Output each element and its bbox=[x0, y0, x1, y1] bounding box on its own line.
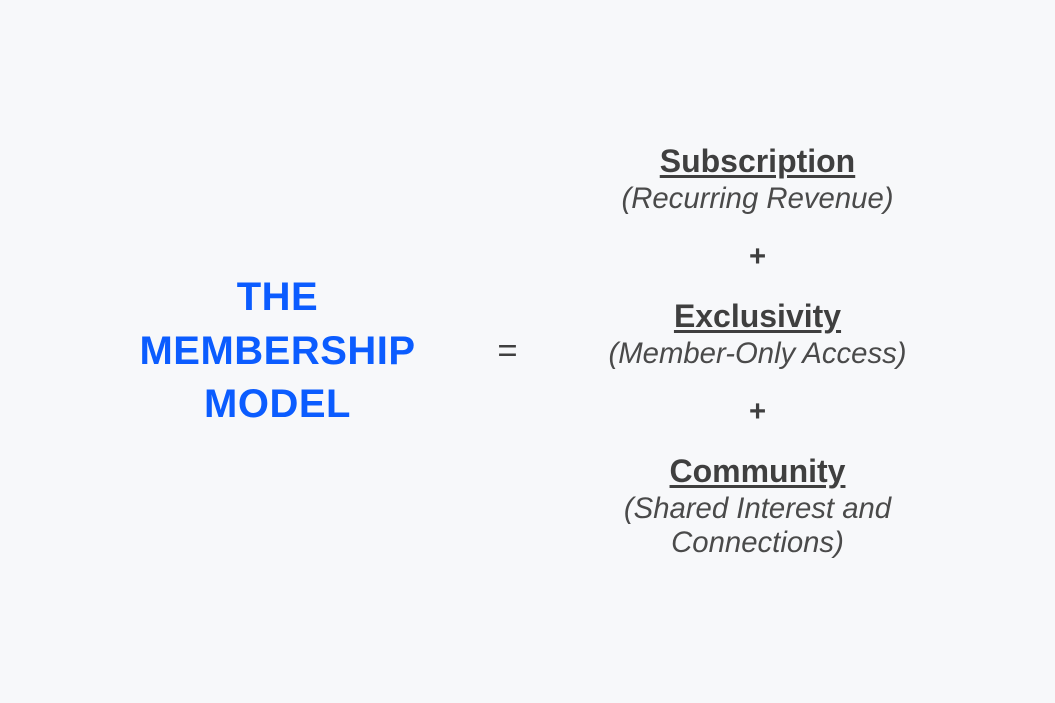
term-subscription: Subscription (Recurring Revenue) bbox=[621, 143, 893, 216]
term-subtitle: (Recurring Revenue) bbox=[621, 182, 893, 216]
equals-sign: = bbox=[448, 332, 568, 371]
equation-lhs: THE MEMBERSHIP MODEL bbox=[108, 271, 448, 433]
term-title: Exclusivity bbox=[608, 298, 906, 335]
term-subtitle: (Shared Interest and Connections) bbox=[568, 492, 948, 560]
equation-rhs: Subscription (Recurring Revenue) + Exclu… bbox=[568, 137, 948, 566]
plus-sign: + bbox=[749, 240, 766, 274]
diagram-canvas: THE MEMBERSHIP MODEL = Subscription (Rec… bbox=[0, 0, 1055, 703]
lhs-line-2: MEMBERSHIP bbox=[108, 325, 448, 379]
equation-row: THE MEMBERSHIP MODEL = Subscription (Rec… bbox=[80, 137, 975, 566]
term-community: Community (Shared Interest and Connectio… bbox=[568, 453, 948, 560]
term-subtitle: (Member-Only Access) bbox=[608, 337, 906, 371]
lhs-line-1: THE bbox=[108, 271, 448, 325]
term-exclusivity: Exclusivity (Member-Only Access) bbox=[608, 298, 906, 371]
plus-sign: + bbox=[749, 395, 766, 429]
term-title: Subscription bbox=[621, 143, 893, 180]
term-title: Community bbox=[568, 453, 948, 490]
lhs-line-3: MODEL bbox=[108, 378, 448, 432]
